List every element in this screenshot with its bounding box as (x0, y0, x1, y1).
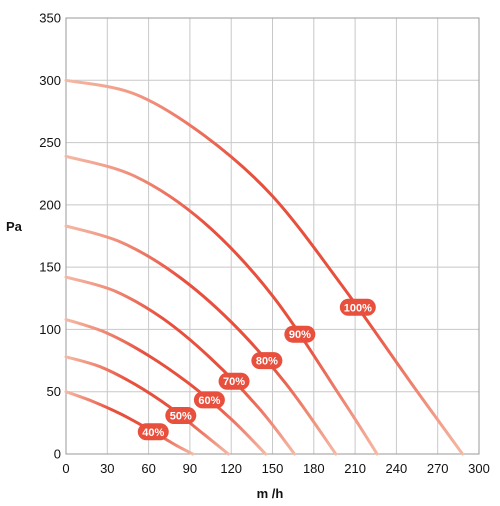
x-axis-label: m /h (257, 486, 284, 501)
x-tick-label: 300 (468, 461, 490, 476)
series-line-90pct (64, 154, 379, 456)
y-axis-label: Pa (6, 219, 23, 234)
y-tick-label: 100 (39, 322, 61, 337)
x-tick-label: 150 (262, 461, 284, 476)
series-line-60pct (64, 318, 268, 456)
series-line-70pct (64, 275, 296, 456)
curve-label-100pct: 100% (339, 298, 376, 316)
x-tick-label: 0 (62, 461, 69, 476)
grid (65, 17, 480, 455)
curve-label-40pct: 40% (137, 423, 169, 441)
y-tick-label: 350 (39, 11, 61, 26)
curve-label-text: 70% (223, 376, 245, 388)
series-line-40pct (64, 390, 195, 456)
curve-label-text: 40% (142, 427, 164, 439)
series-line-100pct (64, 78, 464, 456)
x-tick-label: 240 (386, 461, 408, 476)
plot-frame (65, 17, 480, 455)
curve-label-text: 60% (198, 395, 220, 407)
y-tick-label: 200 (39, 197, 61, 212)
series-line-50pct (64, 355, 230, 456)
series-line-80pct (64, 224, 338, 456)
y-tick-label: 250 (39, 135, 61, 150)
y-tick-label: 0 (54, 447, 61, 462)
x-tick-label: 180 (303, 461, 325, 476)
curve-label-90pct: 90% (284, 325, 316, 343)
x-tick-label: 210 (344, 461, 366, 476)
curves (64, 78, 464, 456)
x-tick-label: 120 (220, 461, 242, 476)
curve-labels: 40% 50% 60%70% 80% 90% 100% (137, 298, 376, 441)
curve-label-text: 50% (170, 411, 192, 423)
curve-label-text: 80% (256, 356, 278, 368)
x-tick-labels: 0 30 60 90 120 150 180 210 240 270 300 (62, 461, 489, 476)
y-tick-label: 300 (39, 73, 61, 88)
y-tick-label: 50 (47, 384, 61, 399)
x-tick-label: 90 (183, 461, 197, 476)
x-tick-label: 30 (100, 461, 114, 476)
curve-label-80pct: 80% (251, 352, 283, 370)
y-tick-labels: 0 50 100 150 200 250 300 350 (39, 11, 61, 462)
y-tick-label: 150 (39, 260, 61, 275)
curve-label-60pct: 60% (193, 391, 225, 409)
curve-label-text: 90% (289, 329, 311, 341)
curve-label-text: 100% (344, 302, 372, 314)
curve-label-70pct: 70% (218, 372, 250, 390)
x-tick-label: 60 (141, 461, 155, 476)
curve-label-50pct: 50% (165, 407, 197, 425)
x-tick-label: 270 (427, 461, 449, 476)
